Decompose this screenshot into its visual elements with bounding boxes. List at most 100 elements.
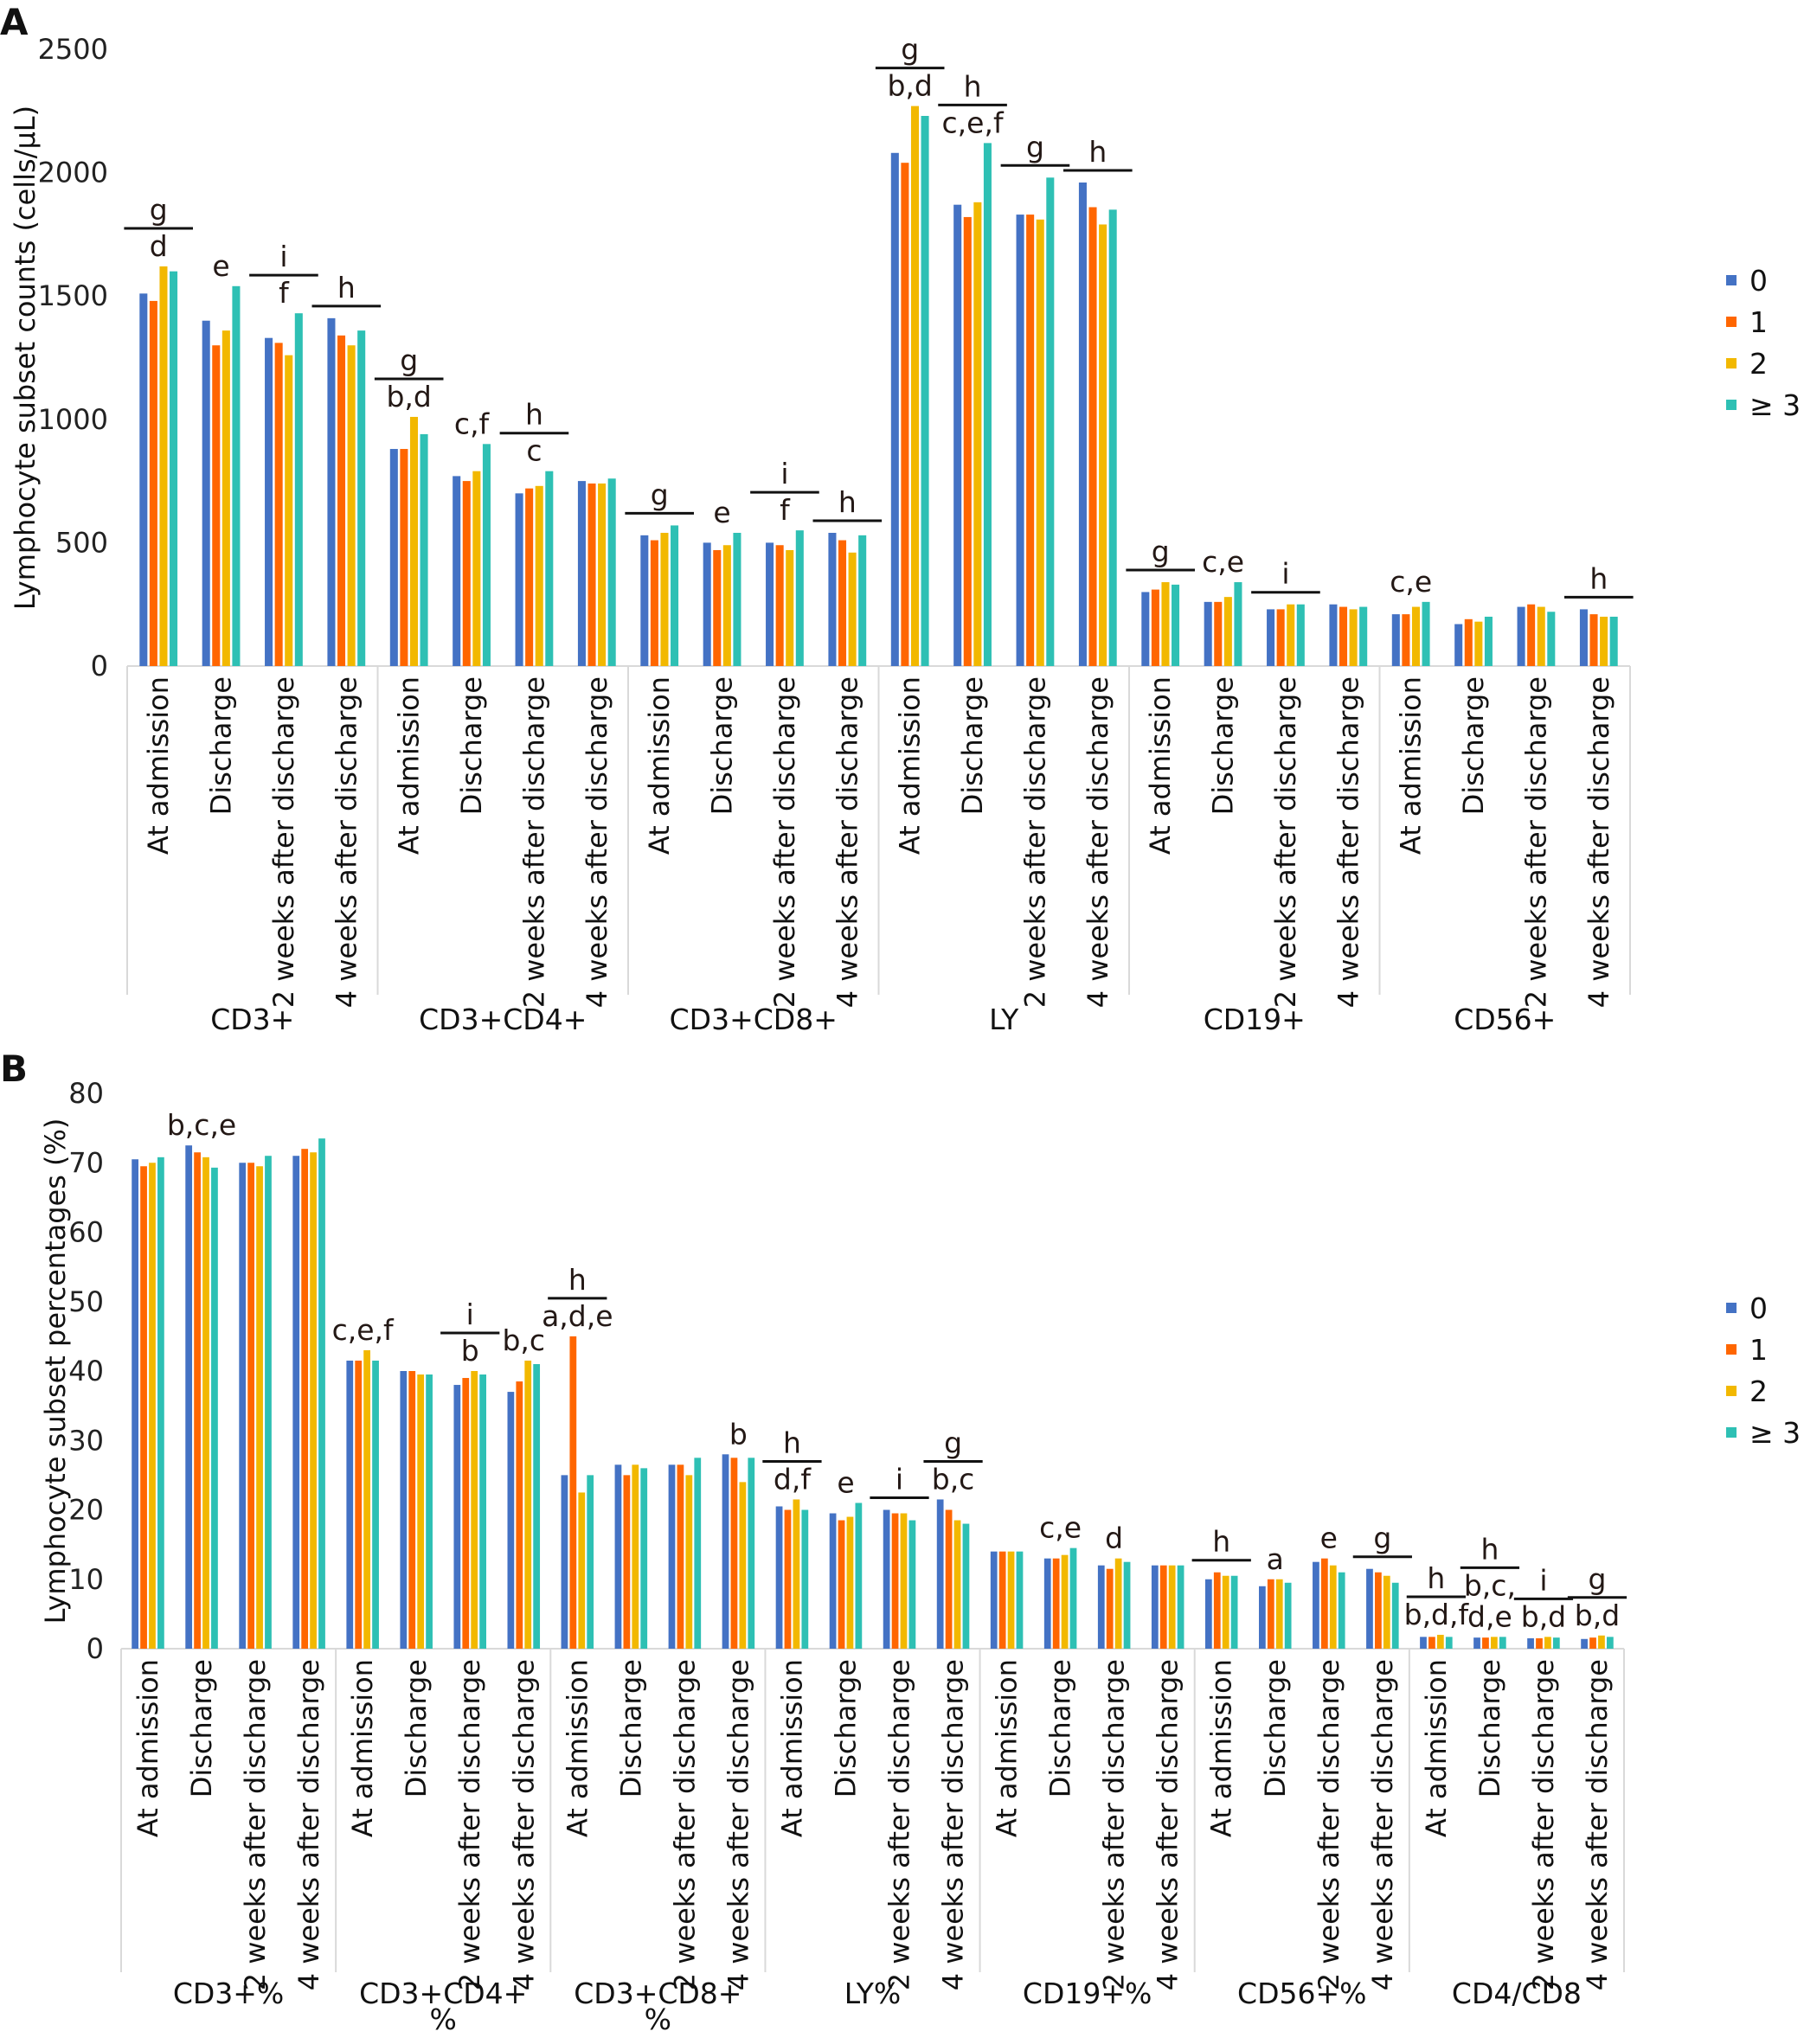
- bar-series-0-cat-24: [1420, 1637, 1427, 1649]
- bar-series-0-cat-17: [1204, 601, 1212, 666]
- bar-series-1-cat-11: [730, 1458, 738, 1649]
- bar-series-1-cat-10: [775, 545, 784, 666]
- bar-series-1-cat-24: [1428, 1637, 1435, 1649]
- bar-series-0-cat-21: [1454, 624, 1463, 666]
- group-label: LY: [989, 1003, 1019, 1036]
- bar-series-1-cat-18: [1106, 1568, 1114, 1649]
- bar-series-0-cat-7: [507, 1392, 515, 1649]
- x-tick-label: Discharge: [1473, 1659, 1506, 1797]
- bar-series-1-cat-25: [1482, 1637, 1489, 1649]
- bar-series-3-cat-12: [801, 1509, 809, 1649]
- legend-swatch: [1726, 1427, 1737, 1438]
- bar-series-3-cat-25: [1499, 1637, 1506, 1649]
- bar-series-2-cat-18: [1287, 604, 1295, 666]
- bar-series-1-cat-21: [1464, 618, 1473, 666]
- x-tick-label: 4 weeks after discharge: [1366, 1659, 1399, 1990]
- annotation-bottom-text: e: [1320, 1522, 1338, 1555]
- bar-series-1-cat-4: [355, 1360, 363, 1649]
- bar-series-3-cat-23: [1609, 616, 1618, 666]
- bar-series-2-cat-26: [1544, 1637, 1551, 1649]
- bar-series-2-cat-4: [363, 1349, 371, 1649]
- x-tick-label: At admission: [561, 1659, 594, 1837]
- annotation-top-text: h: [1480, 1532, 1499, 1566]
- bar-series-3-cat-14: [908, 1520, 916, 1649]
- annotation-top-text: g: [901, 33, 919, 67]
- bar-series-1-cat-9: [623, 1475, 631, 1649]
- significance-annotation: h: [1191, 1525, 1251, 1562]
- bar-series-2-cat-8: [578, 1492, 586, 1649]
- bar-series-1-cat-17: [1214, 601, 1223, 666]
- group-label: CD56+%: [1237, 1977, 1366, 2010]
- significance-annotation: i: [1251, 557, 1320, 594]
- annotation-bottom-text: e: [837, 1465, 854, 1499]
- x-tick-label: 2 weeks after discharge: [1098, 1659, 1131, 1990]
- legend-label: ≥ 3: [1749, 388, 1801, 422]
- y-tick-label: 2000: [38, 157, 108, 189]
- bar-series-1-cat-20: [1213, 1572, 1221, 1649]
- bar-series-2-cat-13: [846, 1516, 854, 1649]
- bar-series-2-cat-23: [1383, 1575, 1390, 1649]
- bar-series-1-cat-23: [1589, 614, 1598, 666]
- legend-label: 1: [1749, 1333, 1768, 1367]
- bar-series-1-cat-15: [1088, 207, 1097, 666]
- legend-item: 1: [1726, 1333, 1768, 1367]
- bar-series-0-cat-5: [453, 476, 461, 666]
- x-tick-label: 2 weeks after discharge: [768, 676, 801, 1008]
- significance-annotation: bi: [440, 1298, 500, 1368]
- bar-series-2-cat-21: [1474, 621, 1483, 666]
- bar-series-0-cat-10: [668, 1464, 676, 1649]
- bar-series-3-cat-13: [855, 1503, 863, 1649]
- bar-series-2-cat-23: [1600, 616, 1608, 666]
- bar-series-2-cat-19: [1349, 609, 1358, 666]
- x-tick-label: 4 weeks after discharge: [1082, 676, 1114, 1008]
- bar-series-3-cat-13: [983, 143, 992, 667]
- bar-series-3-cat-16: [1016, 1551, 1024, 1649]
- x-tick-label: 4 weeks after discharge: [292, 1659, 325, 1990]
- bar-series-3-cat-17: [1234, 582, 1242, 666]
- bar-series-0-cat-0: [139, 293, 148, 666]
- group-label: CD3+CD8+: [574, 1977, 742, 2010]
- annotation-top-text: i: [279, 240, 287, 273]
- significance-annotation: fi: [750, 457, 819, 527]
- x-tick-label: 2 weeks after discharge: [453, 1659, 486, 1990]
- bar-series-1-cat-7: [587, 483, 596, 666]
- group-label: CD3+%: [173, 1977, 284, 2010]
- annotation-bottom-text: b,d,f: [1404, 1598, 1470, 1631]
- x-tick-label: At admission: [1144, 676, 1177, 855]
- bar-series-3-cat-7: [607, 478, 616, 666]
- x-tick-label: 4 weeks after discharge: [831, 676, 863, 1008]
- bar-series-3-cat-24: [1445, 1637, 1453, 1649]
- annotation-bottom-text: f: [780, 493, 791, 527]
- group-label: %: [430, 2002, 457, 2036]
- y-tick-label: 1000: [38, 403, 108, 436]
- bar-series-3-cat-8: [587, 1475, 594, 1649]
- annotation-bottom-text: b,d: [1521, 1599, 1566, 1633]
- y-axis-title: Lymphocyte subset percentages (%): [39, 1118, 72, 1624]
- bar-series-2-cat-14: [1036, 219, 1044, 667]
- x-tick-label: Discharge: [185, 1659, 218, 1797]
- annotation-bottom-text: a: [1267, 1542, 1284, 1576]
- bar-series-3-cat-19: [1177, 1565, 1184, 1649]
- x-tick-label: 2 weeks after discharge: [1018, 676, 1051, 1008]
- bar-series-2-cat-20: [1411, 606, 1421, 666]
- bar-series-3-cat-19: [1359, 606, 1368, 666]
- bar-series-1-cat-3: [337, 335, 346, 666]
- x-tick-label: 2 weeks after discharge: [1313, 1659, 1345, 1990]
- annotation-bottom-text: c,e: [1039, 1511, 1082, 1545]
- x-tick-label: 2 weeks after discharge: [267, 676, 300, 1008]
- annotation-top-text: g: [1373, 1522, 1391, 1555]
- bar-series-0-cat-22: [1517, 606, 1525, 666]
- bar-series-0-cat-22: [1313, 1561, 1319, 1649]
- bar-series-1-cat-2: [247, 1163, 255, 1649]
- x-tick-label: Discharge: [205, 676, 238, 815]
- y-tick-label: 30: [68, 1424, 104, 1457]
- bar-series-0-cat-8: [561, 1475, 568, 1649]
- x-tick-label: Discharge: [1044, 1659, 1077, 1797]
- bar-series-1-cat-5: [408, 1371, 416, 1649]
- bar-series-1-cat-17: [1052, 1558, 1060, 1649]
- x-tick-label: At admission: [775, 1659, 808, 1837]
- bar-series-2-cat-16: [1161, 582, 1170, 666]
- bar-series-0-cat-11: [828, 532, 837, 666]
- bar-series-0-cat-26: [1527, 1637, 1534, 1649]
